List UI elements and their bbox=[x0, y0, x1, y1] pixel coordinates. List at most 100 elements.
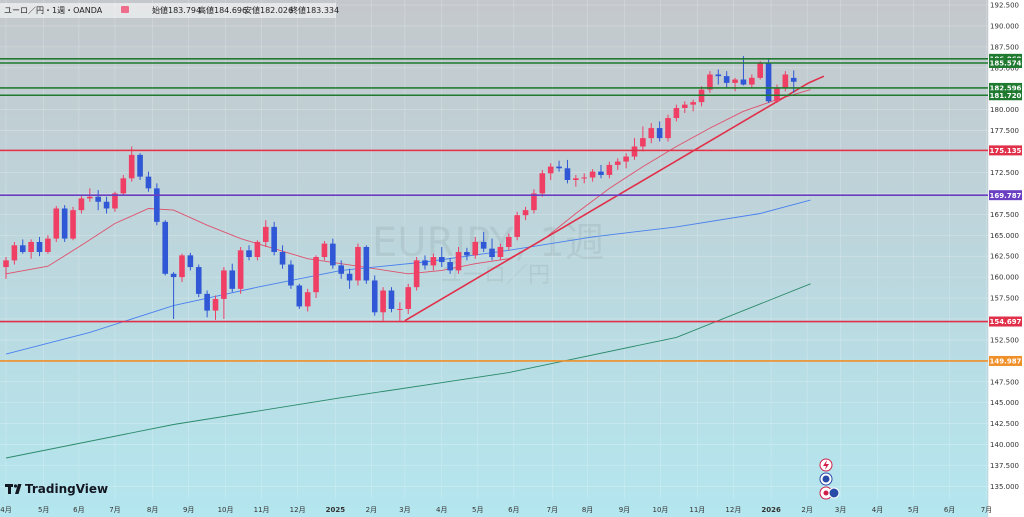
lightning-icon[interactable] bbox=[819, 458, 833, 472]
candle-body bbox=[195, 267, 202, 294]
candle bbox=[631, 138, 638, 160]
price-tag-label: 182.596 bbox=[990, 85, 1022, 93]
ohlc-value: 183.334 bbox=[306, 6, 339, 15]
trendlines[interactable] bbox=[404, 75, 825, 322]
candle-body bbox=[19, 245, 26, 252]
candle bbox=[413, 257, 420, 291]
candle-body bbox=[673, 107, 680, 119]
candle-body bbox=[388, 290, 395, 309]
price-tag-label: 185.574 bbox=[990, 60, 1022, 68]
candle bbox=[162, 220, 169, 276]
candle-body bbox=[665, 118, 671, 139]
ohlc-label: 安値 bbox=[244, 5, 260, 15]
price-tick-label: 190.000 bbox=[990, 22, 1019, 30]
candle bbox=[346, 268, 353, 289]
candle bbox=[19, 239, 26, 254]
candle bbox=[296, 283, 303, 309]
tradingview-logo[interactable]: TradingView bbox=[5, 482, 108, 496]
candle bbox=[78, 195, 85, 214]
candle-body bbox=[371, 280, 378, 313]
candle-body bbox=[631, 146, 638, 157]
candle-body bbox=[53, 208, 60, 239]
candle bbox=[547, 163, 554, 180]
candle bbox=[36, 236, 43, 257]
candle-body bbox=[170, 273, 177, 278]
time-tick-label: 8月 bbox=[147, 506, 158, 514]
tradingview-brand: TradingView bbox=[25, 482, 108, 496]
header-background bbox=[0, 3, 336, 18]
candle bbox=[397, 302, 403, 322]
price-tag bbox=[989, 145, 1022, 156]
event-marker-icon[interactable] bbox=[819, 472, 833, 486]
candle bbox=[95, 190, 101, 211]
candle bbox=[514, 211, 520, 241]
candle bbox=[690, 99, 696, 112]
candle bbox=[623, 153, 629, 169]
candle-body bbox=[732, 79, 738, 83]
candle bbox=[673, 104, 680, 122]
candle-body bbox=[547, 166, 554, 174]
time-tick-label: 2月 bbox=[366, 506, 377, 514]
candle-body bbox=[782, 74, 789, 88]
header-flag[interactable] bbox=[121, 6, 129, 13]
time-tick-label: 11月 bbox=[689, 506, 705, 514]
horizontal-lines[interactable] bbox=[0, 58, 988, 362]
time-tick-label: 7月 bbox=[109, 506, 120, 514]
candle-body bbox=[790, 77, 797, 82]
trendline[interactable] bbox=[808, 75, 825, 84]
price-tick-label: 192.500 bbox=[990, 2, 1019, 10]
price-tag-label: 154.697 bbox=[990, 318, 1022, 326]
candle-body bbox=[497, 246, 504, 258]
candle-body bbox=[229, 270, 236, 289]
time-tick-label: 8月 bbox=[582, 506, 593, 514]
candle bbox=[573, 174, 579, 187]
candle bbox=[179, 253, 185, 283]
candle-body bbox=[514, 215, 520, 237]
side-tool-icons[interactable] bbox=[819, 458, 840, 500]
candle-body bbox=[656, 128, 663, 139]
candle bbox=[757, 61, 763, 80]
price-tag-label: 169.787 bbox=[990, 192, 1022, 200]
ohlc-value: 183.794 bbox=[168, 6, 201, 15]
candle-body bbox=[363, 246, 370, 281]
time-axis[interactable]: 4月 5月 6月 7月 8月 9月 10月 11月 12月 2025 2月 3月 4月 5月 6月 7月 8月 9… bbox=[0, 506, 992, 514]
price-tag bbox=[989, 82, 1022, 93]
time-tick-label: 4月 bbox=[872, 506, 883, 514]
time-tick-label: 6月 bbox=[73, 506, 84, 514]
candle bbox=[195, 264, 202, 298]
price-tick-label: 177.500 bbox=[990, 127, 1019, 135]
candle bbox=[497, 243, 504, 261]
candle-body bbox=[447, 262, 453, 271]
trendline[interactable] bbox=[404, 82, 810, 322]
candle-body bbox=[103, 201, 110, 209]
candle bbox=[472, 236, 479, 259]
candle bbox=[681, 101, 688, 114]
candle bbox=[371, 275, 378, 316]
candle bbox=[489, 238, 495, 261]
candle bbox=[556, 160, 562, 172]
candle bbox=[212, 295, 219, 320]
price-tick-label: 160.000 bbox=[990, 274, 1019, 282]
candle-body bbox=[355, 246, 361, 281]
candle-body bbox=[598, 171, 604, 175]
tradingview-logo-icon bbox=[5, 484, 22, 494]
candle bbox=[422, 255, 428, 270]
candle bbox=[3, 257, 9, 279]
symbol-title[interactable]: ユーロ／円・1週・OANDA bbox=[4, 6, 103, 15]
candle bbox=[170, 272, 177, 319]
earnings-marker-icon[interactable] bbox=[819, 486, 840, 500]
time-tick-label: 5月 bbox=[472, 506, 483, 514]
candle bbox=[522, 206, 529, 221]
candle-body bbox=[606, 164, 613, 175]
candle-body bbox=[623, 156, 629, 162]
candle bbox=[70, 206, 76, 241]
candle-body bbox=[204, 293, 210, 311]
candle bbox=[430, 253, 437, 271]
candle bbox=[723, 71, 730, 88]
candle-body bbox=[723, 76, 730, 83]
price-axis[interactable]: 192.500190.000187.500185.000182.500180.0… bbox=[989, 2, 1022, 491]
candle bbox=[564, 159, 571, 184]
price-tag bbox=[989, 190, 1022, 201]
candle bbox=[103, 196, 110, 214]
